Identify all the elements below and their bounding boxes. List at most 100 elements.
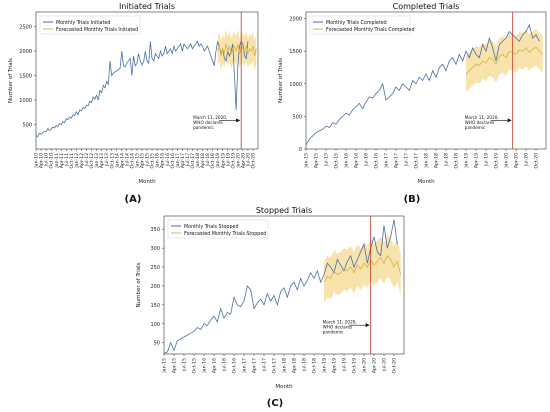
x-tick-label: Apr-19: [474, 153, 480, 168]
legend-entry: Forecasted Monthly Trials Stopped: [184, 231, 266, 237]
x-tick-label: Apr-15: [140, 153, 146, 168]
x-tick-label: Jan-12: [74, 153, 80, 169]
x-tick-label: Oct-20: [534, 153, 540, 169]
annotation-arrowhead: [365, 323, 370, 328]
pandemic-annotation: March 11, 2020, WHO declares pandemic: [193, 115, 227, 130]
x-tick-label: Jul-20: [382, 358, 388, 372]
monthly-series-line: [163, 219, 398, 354]
y-tick-label: 300: [150, 246, 160, 252]
x-tick-label: Apr-13: [99, 153, 105, 168]
x-tick-label: Oct-19: [494, 153, 500, 169]
x-tick-label: Jul-20: [246, 153, 252, 167]
y-tick-label: 0: [299, 147, 302, 153]
y-tick-label: 50: [154, 341, 160, 347]
x-tick-label: Oct-16: [232, 358, 238, 374]
x-tick-label: Jul-20: [524, 153, 530, 167]
x-tick-label: Jul-15: [324, 153, 330, 167]
x-tick-label: Jul-15: [145, 153, 151, 167]
x-tick-label: Oct-11: [69, 153, 75, 169]
x-tick-label: Jul-15: [182, 358, 188, 372]
x-tick-label: Apr-18: [200, 153, 206, 168]
y-axis-label: Number of Trials: [8, 58, 14, 103]
x-tick-label: Oct-14: [129, 153, 135, 169]
x-tick-label: Jan-18: [424, 153, 430, 169]
pandemic-annotation: March 11, 2020, WHO declares pandemic: [323, 320, 357, 335]
x-tick-label: Apr-19: [332, 358, 338, 373]
x-tick-label: Jan-19: [215, 153, 221, 169]
x-tick-label: Oct-18: [454, 153, 460, 169]
x-tick-label: Jan-14: [114, 153, 120, 169]
x-tick-label: Jul-19: [342, 358, 348, 372]
x-tick-label: Jul-16: [222, 358, 228, 372]
annotation-arrowhead: [236, 118, 241, 123]
x-tick-label: Apr-18: [292, 358, 298, 373]
legend-box: [167, 219, 269, 239]
x-tick-label: Oct-19: [230, 153, 236, 169]
x-tick-label: Apr-20: [372, 358, 378, 373]
x-tick-label: Apr-16: [212, 358, 218, 373]
x-tick-label: Jan-16: [202, 358, 208, 374]
legend-box: [309, 15, 411, 35]
x-tick-label: Apr-11: [59, 153, 65, 168]
x-tick-label: Jan-16: [344, 153, 350, 169]
x-axis-label: Month: [417, 179, 435, 185]
caption-b: (B): [404, 194, 421, 205]
monthly-series-line: [305, 23, 540, 146]
chart-title: Completed Trials: [393, 2, 460, 11]
x-tick-label: Apr-20: [514, 153, 520, 168]
x-tick-label: Oct-17: [190, 153, 196, 169]
y-tick-label: 250: [150, 265, 160, 271]
x-tick-label: Apr-16: [160, 153, 166, 168]
x-tick-label: Jan-18: [282, 358, 288, 374]
forecast-series-line: [465, 46, 543, 75]
x-tick-label: Jan-20: [362, 358, 368, 374]
y-tick-label: 500: [292, 114, 302, 120]
y-tick-label: 200: [150, 284, 160, 290]
y-tick-label: 2500: [19, 25, 32, 31]
x-tick-label: Jul-16: [364, 153, 370, 167]
forecast-confidence-band: [217, 29, 257, 71]
x-tick-label: Apr-17: [180, 153, 186, 168]
y-tick-label: 150: [150, 303, 160, 309]
x-tick-label: Jan-10: [34, 153, 40, 169]
x-tick-label: Jan-19: [322, 358, 328, 374]
y-tick-label: 1000: [19, 98, 32, 104]
y-tick-label: 100: [150, 322, 160, 328]
monthly-series-line: [35, 40, 249, 138]
legend-entry: Monthly Trials Completed: [326, 20, 387, 26]
x-tick-label: Apr-10: [39, 153, 45, 168]
x-tick-label: Jul-17: [404, 153, 410, 167]
panel-initiated-trials: Initiated Trials 500 1000 1500 2000 2500 Jan-1…: [8, 2, 259, 185]
forecast-series-line: [217, 43, 257, 57]
x-tick-label: Apr-16: [354, 153, 360, 168]
panel-completed-trials: Completed Trials 0 500 1000 1500 2000 Jan-15 Ap…: [278, 2, 547, 185]
panel-stopped-trials: Stopped Trials 50 100 150 200 250 300 350 Jan-15…: [136, 206, 405, 390]
x-tick-label: Jul-13: [104, 153, 110, 167]
x-tick-label: Oct-13: [109, 153, 115, 169]
x-tick-label: Oct-12: [89, 153, 95, 169]
chart-title: Initiated Trials: [119, 2, 175, 11]
pandemic-annotation: March 11, 2020, WHO declares pandemic: [465, 115, 499, 130]
x-tick-label: Apr-20: [240, 153, 246, 168]
caption-c: (C): [267, 398, 283, 409]
x-tick-label: Oct-17: [414, 153, 420, 169]
x-tick-label: Oct-17: [272, 358, 278, 374]
y-axis-label: Number of Trials: [136, 262, 142, 307]
x-tick-label: Apr-12: [79, 153, 85, 168]
x-tick-label: Oct-10: [49, 153, 55, 169]
y-tick-label: 1000: [289, 82, 302, 88]
x-tick-label: Oct-15: [334, 153, 340, 169]
x-tick-label: Oct-15: [150, 153, 156, 169]
y-tick-label: 500: [22, 123, 32, 129]
x-tick-label: Jul-17: [262, 358, 268, 372]
caption-a: (A): [125, 194, 142, 205]
x-tick-label: Jan-11: [54, 153, 60, 169]
x-tick-label: Apr-17: [394, 153, 400, 168]
chart-title: Stopped Trials: [256, 206, 312, 215]
x-tick-label: Jul-16: [165, 153, 171, 167]
x-tick-label: Jan-20: [504, 153, 510, 169]
x-axis-label: Month: [275, 384, 293, 390]
x-tick-label: Jul-18: [302, 358, 308, 372]
x-tick-label: Apr-15: [172, 358, 178, 373]
